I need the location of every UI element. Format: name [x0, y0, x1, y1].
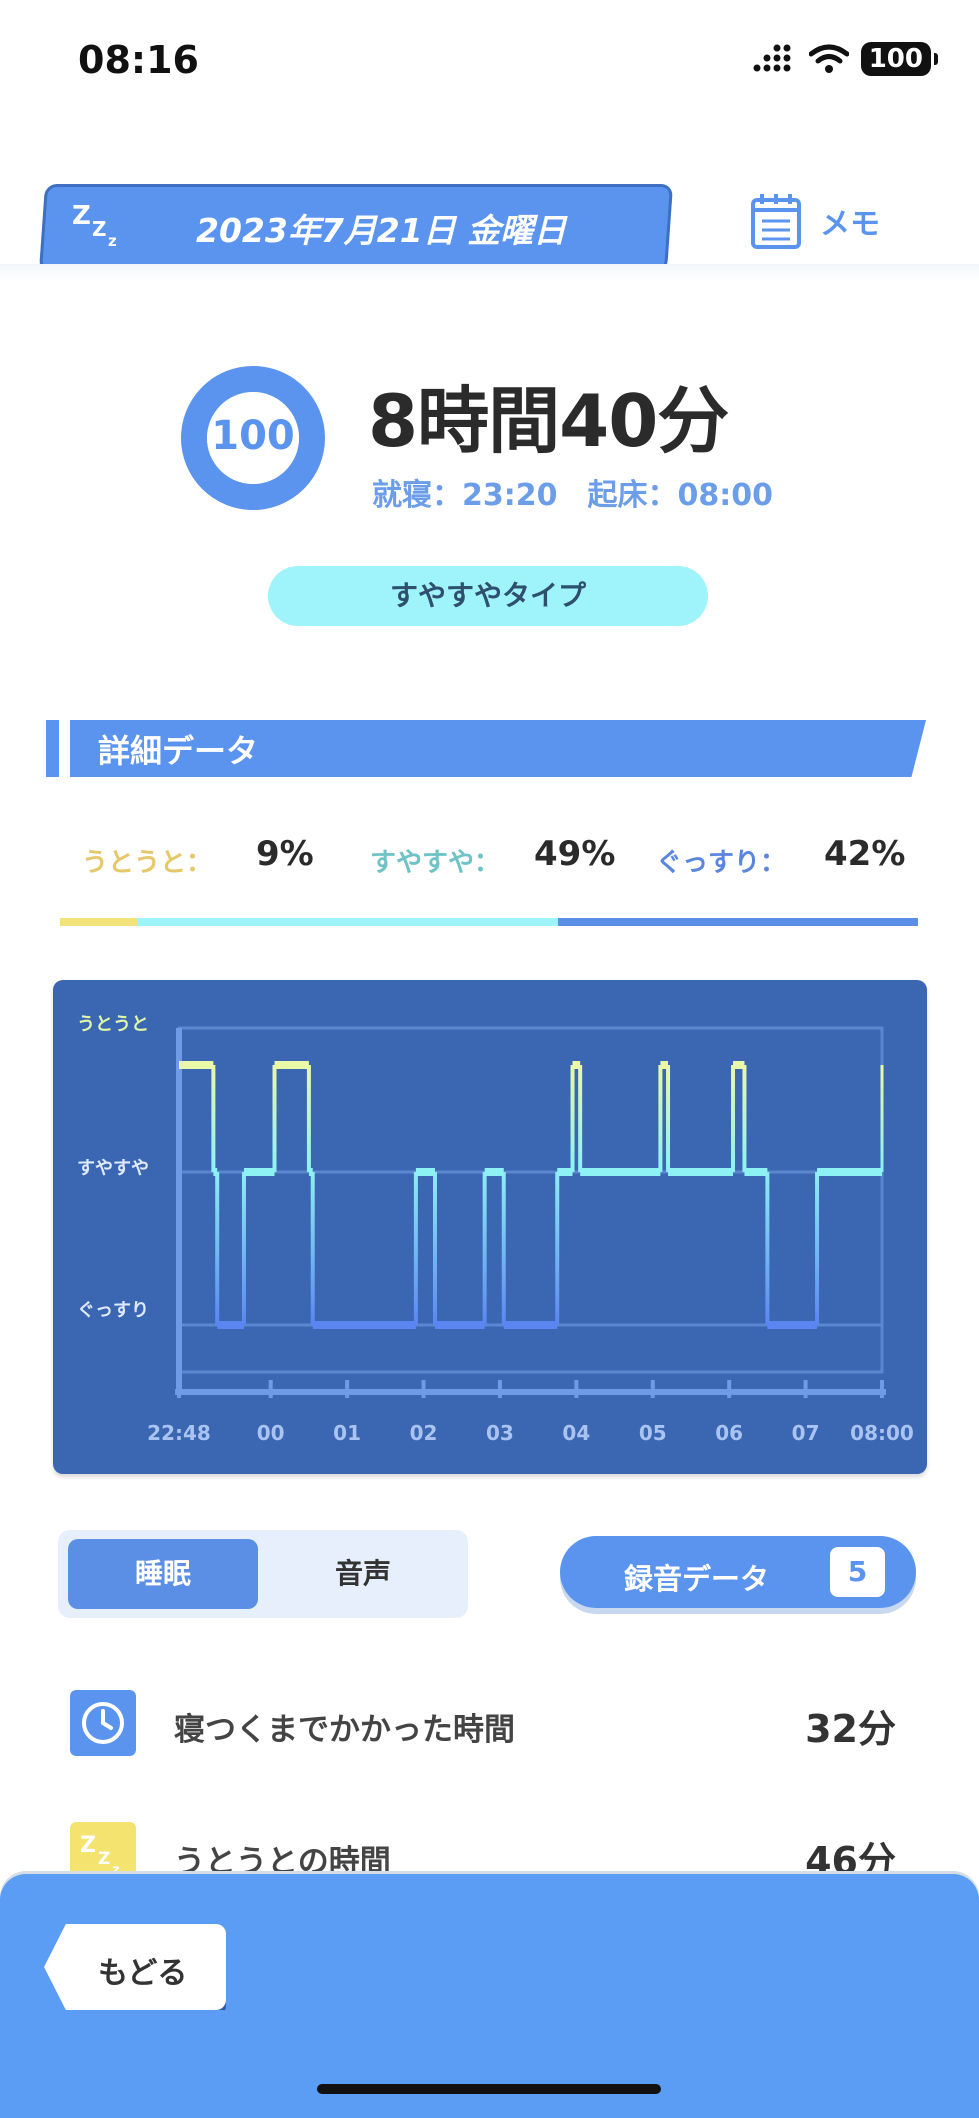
chart-x-tick-label: 03	[486, 1421, 514, 1445]
recording-data-label: 録音データ	[624, 1562, 770, 1596]
chart-x-tick-label: 08:00	[850, 1421, 914, 1445]
memo-button[interactable]: メモ	[750, 192, 880, 250]
wifi-icon	[808, 44, 849, 73]
zzz-icon: Z Z z	[70, 1822, 136, 1888]
zzz-icon: Z Z z	[72, 200, 132, 256]
svg-text:Z: Z	[72, 201, 91, 231]
section-title: 詳細データ	[98, 732, 259, 770]
stat-row: Z Z z	[70, 1822, 136, 1892]
chart-y-tick-label: うとうと	[77, 1014, 149, 1035]
sleep-duration: 8時間40分	[368, 379, 729, 463]
ratio-segment-light	[60, 918, 138, 926]
chart-y-tick-label: すやすや	[77, 1158, 149, 1179]
date-label: 2023年7月21日 金曜日	[196, 211, 567, 250]
chart-x-tick-label: 07	[792, 1421, 820, 1445]
score-ring	[181, 366, 325, 510]
status-icons: 100	[753, 42, 939, 76]
status-time: 08:16	[78, 38, 199, 82]
svg-text:Z: Z	[92, 217, 107, 241]
tab-sound[interactable]: 音声	[334, 1557, 391, 1590]
chart-x-tick-label: 00	[257, 1421, 285, 1445]
back-label: もどる	[98, 1956, 188, 1991]
section-header-bar	[70, 720, 926, 777]
svg-text:Z: Z	[80, 1833, 96, 1858]
ratio-label-deep: ぐっすり：	[656, 848, 787, 878]
header-divider	[0, 264, 979, 282]
ratio-label-light: うとうと：	[82, 848, 213, 878]
clock-icon	[70, 1690, 136, 1756]
chart-x-tick-label: 06	[715, 1421, 743, 1445]
ratio-value-sound: 49%	[534, 834, 616, 874]
ratio-value-light: 9%	[256, 834, 314, 874]
notepad-icon	[751, 194, 801, 249]
ratio-segment-deep	[557, 918, 918, 926]
back-button[interactable]	[44, 1924, 226, 2010]
recording-count-badge: 5	[830, 1547, 885, 1597]
chart-x-tick-label: 05	[639, 1421, 667, 1445]
battery-indicator: 100	[860, 42, 939, 76]
bed-wake-times: 就寝：23:20 起床：08:00	[372, 478, 773, 513]
svg-text:Z: Z	[98, 1849, 110, 1869]
stat-label-sleep-latency: 寝つくまでかかった時間	[174, 1712, 515, 1748]
sleep-type-badge: すやすやタイプ	[268, 566, 708, 626]
sleep-score: 100	[211, 413, 295, 459]
section-accent	[46, 720, 59, 777]
ratio-label-sound: すやすや：	[370, 848, 501, 878]
svg-text:z: z	[112, 1863, 120, 1878]
cellular-signal-icon	[753, 44, 791, 72]
chart-y-tick-label: ぐっすり	[77, 1300, 149, 1321]
chart-x-tick-label: 22:48	[147, 1421, 211, 1445]
chart-x-tick-label: 04	[562, 1421, 590, 1445]
ratio-value-deep: 42%	[824, 834, 906, 874]
stat-value-sleep-latency: 32分	[805, 1707, 896, 1751]
chart-x-tick-label: 02	[410, 1421, 438, 1445]
memo-label: メモ	[820, 207, 880, 242]
home-indicator[interactable]	[317, 2084, 661, 2094]
ratio-segment-sound	[137, 918, 558, 926]
ratio-bar	[60, 918, 918, 926]
svg-text:z: z	[108, 232, 117, 250]
stat-row	[70, 1690, 136, 1760]
chart-frame	[177, 1026, 884, 1374]
tab-sleep[interactable]: 睡眠	[68, 1539, 258, 1609]
chart-x-tick-label: 01	[333, 1421, 361, 1445]
